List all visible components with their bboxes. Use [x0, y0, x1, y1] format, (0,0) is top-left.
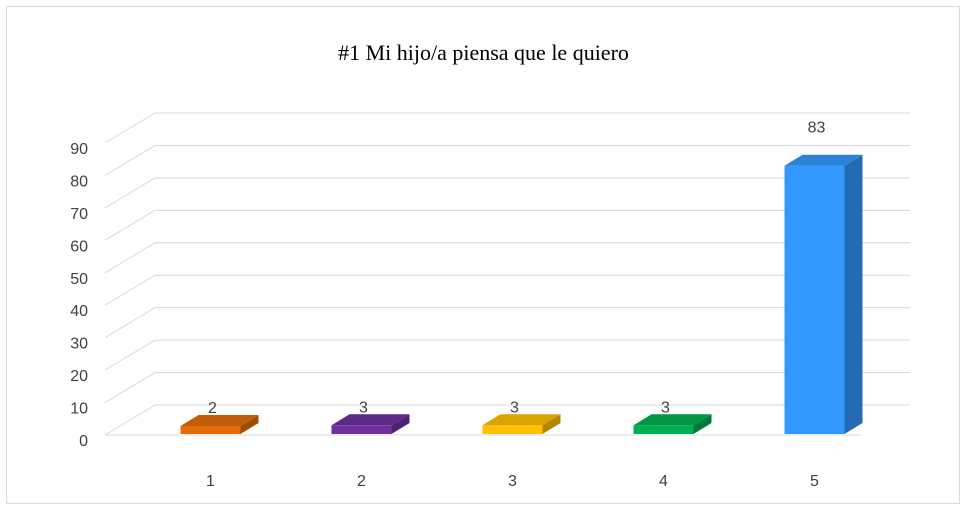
gridline-diagonal — [104, 404, 156, 436]
y-tick-label: 60 — [70, 238, 88, 255]
bar-side — [542, 414, 561, 434]
y-tick-label: 20 — [70, 368, 88, 385]
bar — [482, 425, 543, 434]
data-label: 3 — [359, 399, 368, 416]
gridline-diagonal — [104, 177, 156, 209]
y-tick-label: 10 — [70, 401, 88, 418]
y-tick-label: 80 — [70, 173, 88, 190]
bar-side — [844, 154, 863, 434]
y-tick-label: 30 — [70, 336, 88, 353]
bar — [633, 425, 694, 434]
bar-top — [180, 415, 259, 426]
gridline-diagonal — [104, 242, 156, 274]
gridline-diagonal — [104, 145, 156, 176]
bar-top — [633, 414, 712, 426]
gridline-diagonal — [104, 209, 156, 241]
bar — [331, 425, 392, 434]
data-label: 3 — [661, 399, 670, 416]
bar-side — [391, 414, 410, 434]
gridline-diagonal — [104, 274, 156, 306]
y-tick-label: 50 — [70, 271, 88, 288]
data-label: 3 — [510, 399, 519, 416]
bar — [784, 165, 845, 434]
x-tick-label: 1 — [206, 473, 215, 490]
bar-top — [482, 414, 561, 426]
gridline-diagonal — [104, 372, 156, 403]
x-tick-label: 2 — [357, 473, 366, 490]
data-label: 83 — [808, 120, 826, 137]
chart-title: #1 Mi hijo/a piensa que le quiero — [338, 40, 629, 65]
x-tick-label: 5 — [810, 473, 819, 490]
bar-side — [693, 414, 712, 434]
x-tick-label: 3 — [508, 473, 517, 490]
y-tick-label: 0 — [79, 433, 88, 450]
gridline-diagonal — [104, 339, 156, 371]
gridline-diagonal — [104, 112, 156, 144]
y-tick-label: 90 — [70, 141, 88, 158]
gridline-diagonal — [104, 307, 156, 339]
bar-top — [331, 414, 410, 426]
bar-side — [240, 415, 259, 434]
bar — [180, 426, 241, 434]
data-label: 2 — [208, 400, 217, 417]
y-tick-label: 40 — [70, 303, 88, 320]
x-tick-label: 4 — [659, 473, 668, 490]
y-tick-label: 70 — [70, 206, 88, 223]
bar-top — [784, 154, 863, 166]
